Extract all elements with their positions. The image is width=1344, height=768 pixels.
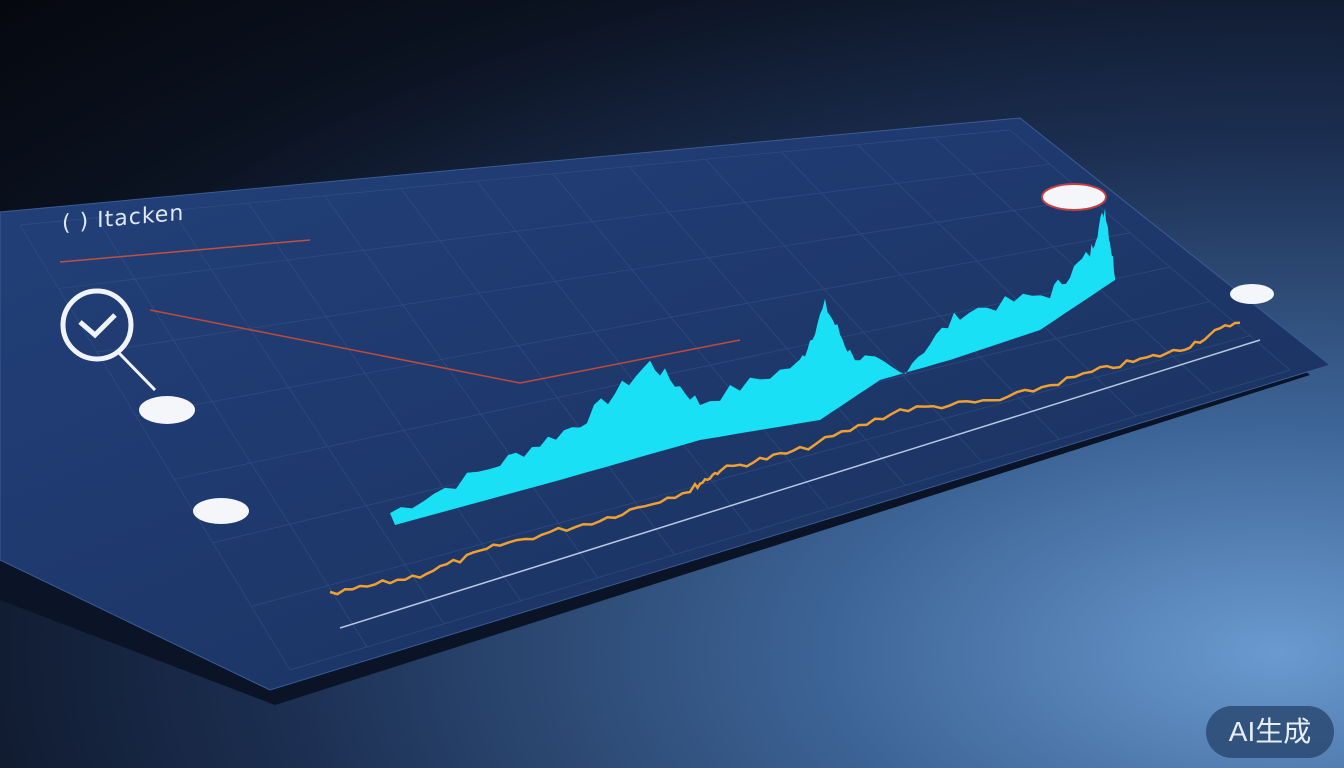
red-accent-line: [149, 309, 741, 384]
grid-line: [95, 217, 368, 648]
grid-line: [251, 335, 1251, 607]
grid-line: [172, 210, 445, 625]
grid-line: [476, 180, 752, 532]
grid-line: [58, 163, 1051, 289]
grid-line: [97, 198, 1091, 353]
grid-line: [781, 151, 1060, 440]
grid-line: [933, 137, 1214, 394]
header-divider: [59, 239, 311, 263]
peak-marker[interactable]: [1041, 183, 1107, 211]
marker-dot[interactable]: [139, 396, 195, 424]
grid-line: [135, 232, 1131, 417]
check-mark: [78, 313, 117, 339]
grid-line: [628, 166, 906, 486]
grid-line: [248, 202, 522, 601]
grid-line: [19, 224, 291, 671]
grid-line: [324, 195, 598, 578]
axis-line: [339, 339, 1261, 629]
orange-line-series: [329, 321, 1241, 596]
grid-line: [705, 158, 983, 463]
pin-stem: [116, 350, 157, 392]
marker-dot[interactable]: [1230, 284, 1274, 304]
grid-line: [1009, 129, 1291, 371]
grid-line: [19, 129, 1011, 226]
marker-dot[interactable]: [193, 498, 249, 524]
check-icon[interactable]: [60, 288, 134, 362]
ai-generated-badge: AI生成: [1206, 706, 1334, 758]
grid-line: [400, 188, 675, 555]
cyan-area-series: [390, 208, 1115, 525]
grid-line: [289, 369, 1291, 671]
